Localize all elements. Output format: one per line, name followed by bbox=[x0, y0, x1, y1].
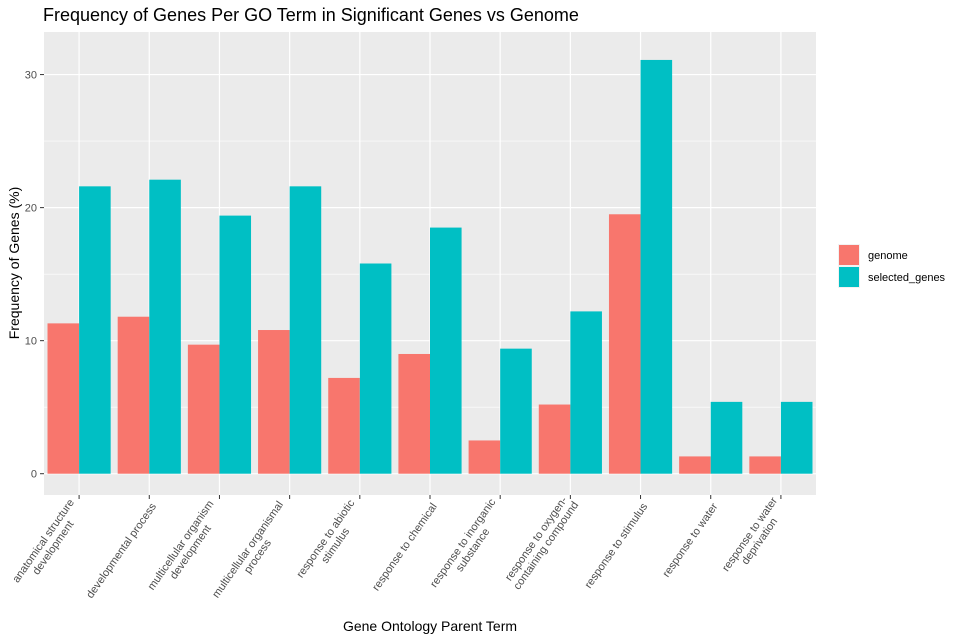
x-tick-label: anatomical structuredevelopment bbox=[10, 497, 86, 592]
bar-genome bbox=[679, 456, 711, 474]
bar-selected-genes bbox=[219, 215, 252, 474]
legend-swatch bbox=[839, 267, 859, 287]
y-axis-title: Frequency of Genes (%) bbox=[6, 187, 22, 340]
x-tick-label: response to abioticstimulus bbox=[295, 497, 368, 587]
y-axis: 0 10 20 30 bbox=[25, 70, 44, 481]
bar-genome bbox=[328, 377, 360, 474]
bar-genome bbox=[538, 404, 571, 474]
x-tick-label-line: multicellular organismal bbox=[210, 499, 286, 600]
bar-selected-genes bbox=[149, 179, 181, 474]
bars bbox=[47, 59, 813, 474]
bar-selected-genes bbox=[640, 59, 673, 474]
x-tick-label-line: response to chemical bbox=[370, 501, 439, 593]
legend-label: genome bbox=[868, 250, 908, 262]
bar-selected-genes bbox=[710, 401, 743, 474]
x-tick-label: multicellular organismalprocess bbox=[210, 499, 296, 607]
bar-selected-genes bbox=[359, 263, 392, 474]
bar-selected-genes bbox=[500, 348, 532, 474]
y-tick-label: 10 bbox=[25, 336, 37, 348]
bar-genome bbox=[749, 456, 781, 474]
bar-genome bbox=[187, 344, 220, 474]
y-tick-label: 30 bbox=[25, 70, 37, 82]
legend-label: selected_genes bbox=[868, 272, 946, 284]
x-tick-label-line: response to abiotic bbox=[295, 497, 358, 580]
x-axis: anatomical structuredevelopment developme… bbox=[10, 493, 790, 607]
legend-swatch bbox=[839, 245, 859, 265]
y-tick-label: 0 bbox=[31, 469, 37, 481]
x-tick-label-line: response to water bbox=[660, 501, 720, 580]
x-tick-label-line: response to stimulus bbox=[583, 501, 651, 591]
bar-selected-genes bbox=[570, 311, 602, 474]
legend: genome selected_genes bbox=[838, 244, 946, 288]
x-tick-label: response to chemical bbox=[370, 501, 439, 593]
x-tick-label: response to inorganicsubstance bbox=[428, 496, 508, 596]
bar-genome bbox=[398, 353, 430, 474]
bar-genome bbox=[117, 316, 150, 474]
x-tick-label: response to waterdeprivation bbox=[720, 495, 790, 581]
x-tick-label: response to water bbox=[660, 501, 720, 580]
x-tick-label: response to stimulus bbox=[583, 501, 651, 591]
bar-genome bbox=[608, 214, 641, 474]
x-tick-label: response to oxygen-containing compound bbox=[502, 493, 582, 592]
bar-selected-genes bbox=[289, 186, 322, 474]
bar-selected-genes bbox=[430, 227, 462, 474]
bar-genome bbox=[47, 323, 80, 474]
bar-selected-genes bbox=[780, 401, 813, 474]
x-tick-label-line: multicellular organism bbox=[146, 498, 217, 592]
y-tick-label: 20 bbox=[25, 203, 37, 215]
x-tick-label: multicellular organismdevelopment bbox=[146, 498, 227, 599]
x-tick-label-line: response to inorganic bbox=[428, 496, 498, 589]
bar-genome bbox=[258, 330, 290, 474]
bar-selected-genes bbox=[79, 186, 111, 474]
x-axis-title: Gene Ontology Parent Term bbox=[343, 618, 517, 634]
bar-genome bbox=[468, 440, 501, 474]
chart-title: Frequency of Genes Per GO Term in Signif… bbox=[43, 5, 579, 25]
